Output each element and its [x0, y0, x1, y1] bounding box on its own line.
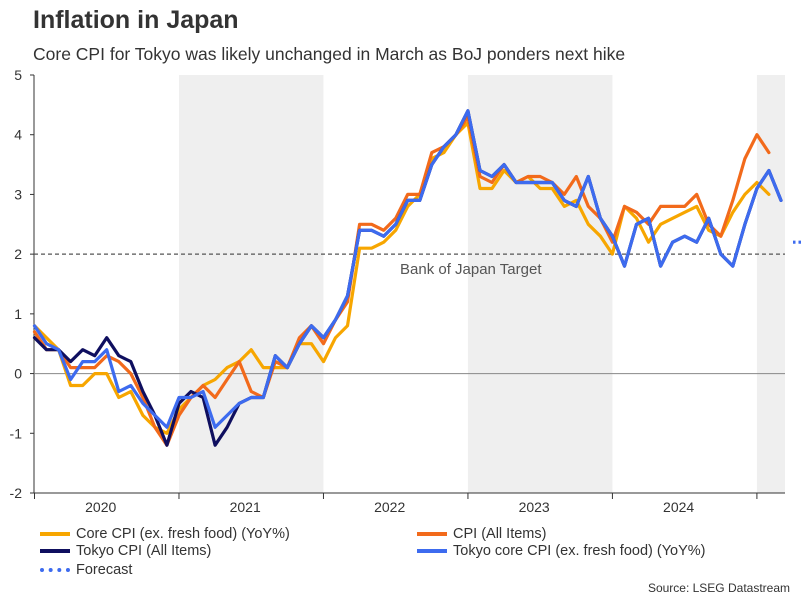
series-tokyo-core-cpi-line: [32, 109, 783, 429]
x-tick-label: 2024: [663, 499, 694, 515]
y-tick-label: 0: [14, 366, 22, 382]
x-tick-label: 2023: [519, 499, 550, 515]
y-tick-label: -2: [10, 485, 23, 501]
series-core-cpi-line: [32, 121, 771, 435]
chart-title: Inflation in Japan: [33, 6, 239, 34]
boj-target-label: Bank of Japan Target: [400, 261, 542, 278]
x-tick-label: 2022: [374, 499, 405, 515]
y-tick-label: -1: [10, 425, 23, 441]
series-tokyo-cpi-line: [32, 109, 783, 447]
y-tick-label: 2: [14, 246, 22, 262]
y-tick-label: 1: [14, 306, 22, 322]
y-tick-label: 5: [14, 67, 22, 83]
x-tick-label: 2020: [85, 499, 116, 515]
shaded-year-band: [178, 75, 324, 493]
shaded-year-band: [467, 75, 613, 493]
y-tick-label: 4: [14, 127, 22, 143]
chart-subtitle: Core CPI for Tokyo was likely unchanged …: [33, 44, 626, 64]
source-note: Source: LSEG Datastream: [647, 581, 790, 595]
x-tick-label: 2021: [230, 499, 261, 515]
series-cpi-all-line: [32, 115, 771, 447]
y-tick-label: 3: [14, 186, 22, 202]
shaded-year-band: [756, 75, 785, 493]
